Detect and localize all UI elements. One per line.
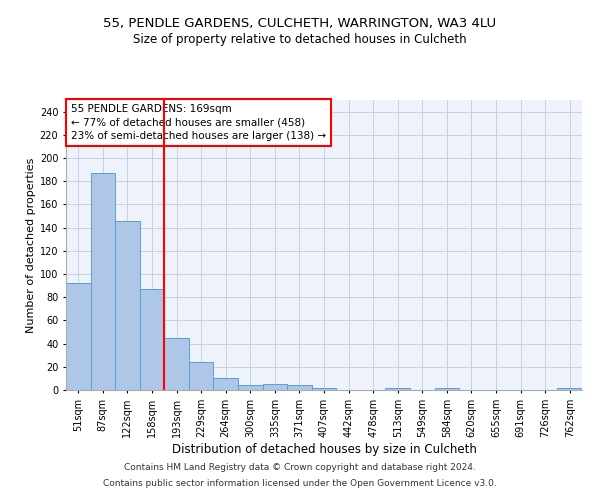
Bar bbox=[238, 386, 263, 390]
X-axis label: Distribution of detached houses by size in Culcheth: Distribution of detached houses by size … bbox=[172, 442, 476, 456]
Y-axis label: Number of detached properties: Number of detached properties bbox=[26, 158, 35, 332]
Bar bbox=[189, 362, 214, 390]
Bar bbox=[91, 173, 115, 390]
Bar bbox=[557, 388, 582, 390]
Bar bbox=[434, 388, 459, 390]
Text: Contains public sector information licensed under the Open Government Licence v3: Contains public sector information licen… bbox=[103, 478, 497, 488]
Bar bbox=[312, 388, 336, 390]
Bar bbox=[263, 384, 287, 390]
Text: 55, PENDLE GARDENS, CULCHETH, WARRINGTON, WA3 4LU: 55, PENDLE GARDENS, CULCHETH, WARRINGTON… bbox=[103, 18, 497, 30]
Bar bbox=[115, 220, 140, 390]
Text: 55 PENDLE GARDENS: 169sqm
← 77% of detached houses are smaller (458)
23% of semi: 55 PENDLE GARDENS: 169sqm ← 77% of detac… bbox=[71, 104, 326, 141]
Bar bbox=[66, 284, 91, 390]
Bar bbox=[140, 289, 164, 390]
Text: Size of property relative to detached houses in Culcheth: Size of property relative to detached ho… bbox=[133, 32, 467, 46]
Bar bbox=[385, 388, 410, 390]
Bar bbox=[214, 378, 238, 390]
Bar bbox=[164, 338, 189, 390]
Bar bbox=[287, 386, 312, 390]
Text: Contains HM Land Registry data © Crown copyright and database right 2024.: Contains HM Land Registry data © Crown c… bbox=[124, 464, 476, 472]
